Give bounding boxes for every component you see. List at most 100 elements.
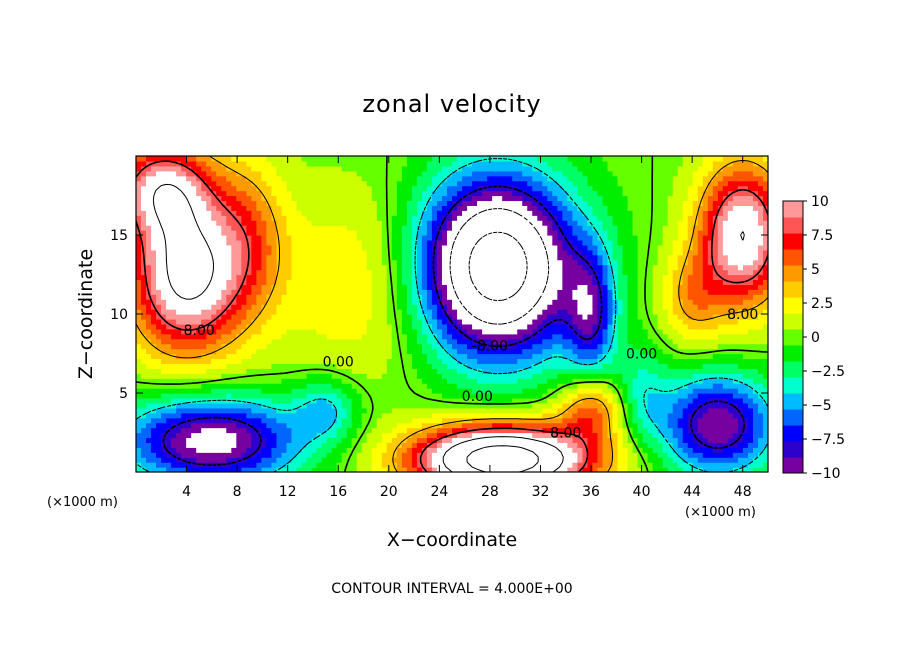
- field-cell: [281, 309, 288, 315]
- field-cell: [472, 462, 478, 468]
- field-cell: [467, 318, 473, 325]
- field-cell: [722, 318, 729, 325]
- field-cell: [587, 427, 594, 434]
- field-cell: [441, 417, 448, 424]
- field-cell: [687, 397, 694, 404]
- field-cell: [677, 328, 684, 335]
- field-cell: [642, 323, 649, 330]
- field-cell: [231, 422, 237, 429]
- field-cell: [707, 402, 714, 409]
- field-cell: [251, 309, 257, 315]
- field-cell: [697, 442, 704, 448]
- field-cell: [692, 388, 699, 394]
- field-cell: [216, 373, 222, 379]
- field-cell: [146, 328, 152, 335]
- field-cell: [687, 289, 694, 295]
- field-cell: [657, 393, 664, 399]
- field-cell: [181, 289, 187, 295]
- field-cell: [657, 457, 664, 463]
- field-cell: [426, 407, 433, 414]
- field-cell: [522, 402, 528, 409]
- field-cell: [647, 323, 654, 330]
- field-cell: [577, 368, 584, 374]
- field-cell: [757, 437, 764, 443]
- field-cell: [732, 353, 739, 360]
- field-cell: [557, 407, 563, 414]
- field-cell: [296, 299, 303, 305]
- field-cell: [757, 402, 764, 409]
- field-cell: [462, 328, 468, 335]
- field-cell: [221, 363, 227, 369]
- field-cell: [542, 338, 548, 345]
- field-cell: [181, 402, 187, 409]
- field-cell: [246, 393, 252, 399]
- field-cell: [291, 412, 298, 419]
- field-cell: [637, 368, 644, 374]
- field-cell: [206, 427, 212, 434]
- field-cell: [542, 348, 548, 355]
- field-cell: [487, 397, 493, 404]
- field-cell: [336, 299, 343, 305]
- field-cell: [241, 412, 247, 419]
- field-cell: [281, 462, 288, 468]
- field-cell: [597, 432, 604, 439]
- field-cell: [196, 442, 202, 448]
- field-cell: [281, 422, 288, 429]
- field-cell: [396, 363, 403, 369]
- field-cell: [376, 333, 383, 340]
- field-cell: [321, 447, 328, 453]
- field-cell: [497, 417, 503, 424]
- field-cell: [256, 348, 262, 355]
- field-cell: [662, 299, 669, 305]
- field-cell: [176, 422, 182, 429]
- field-cell: [467, 289, 473, 295]
- field-cell: [406, 309, 413, 315]
- field-cell: [311, 274, 318, 281]
- field-cell: [622, 397, 629, 404]
- field-cell: [562, 393, 568, 399]
- field-cell: [331, 447, 338, 453]
- field-cell: [707, 452, 714, 458]
- field-cell: [211, 452, 217, 458]
- field-cell: [411, 299, 418, 305]
- field-cell: [722, 299, 729, 305]
- field-cell: [311, 393, 318, 399]
- field-cell: [517, 447, 523, 453]
- field-cell: [376, 462, 383, 468]
- field-cell: [642, 452, 649, 458]
- field-cell: [366, 457, 373, 463]
- field-cell: [632, 383, 639, 389]
- field-cell: [592, 442, 599, 448]
- field-cell: [141, 289, 147, 295]
- field-cell: [657, 358, 664, 364]
- field-cell: [617, 397, 624, 404]
- field-cell: [321, 373, 328, 379]
- field-cell: [642, 383, 649, 389]
- field-cell: [652, 343, 659, 350]
- field-cell: [351, 299, 358, 305]
- field-cell: [406, 304, 413, 310]
- field-cell: [612, 279, 619, 285]
- field-cell: [487, 402, 493, 409]
- field-cell: [231, 457, 237, 463]
- field-cell: [732, 333, 739, 340]
- field-cell: [351, 452, 358, 458]
- field-cell: [687, 343, 694, 350]
- field-cell: [477, 348, 483, 355]
- field-cell: [371, 412, 378, 419]
- field-cell: [722, 442, 729, 448]
- field-cell: [431, 437, 438, 443]
- field-cell: [477, 378, 483, 384]
- field-cell: [467, 358, 473, 364]
- field-cell: [171, 467, 177, 472]
- field-cell: [567, 328, 573, 335]
- field-cell: [426, 462, 433, 468]
- field-cell: [552, 378, 558, 384]
- field-cell: [441, 318, 448, 325]
- field-cell: [156, 383, 162, 389]
- field-cell: [306, 437, 313, 443]
- field-cell: [637, 314, 644, 320]
- field-cell: [762, 328, 768, 335]
- field-cell: [697, 309, 704, 315]
- field-cell: [156, 457, 162, 463]
